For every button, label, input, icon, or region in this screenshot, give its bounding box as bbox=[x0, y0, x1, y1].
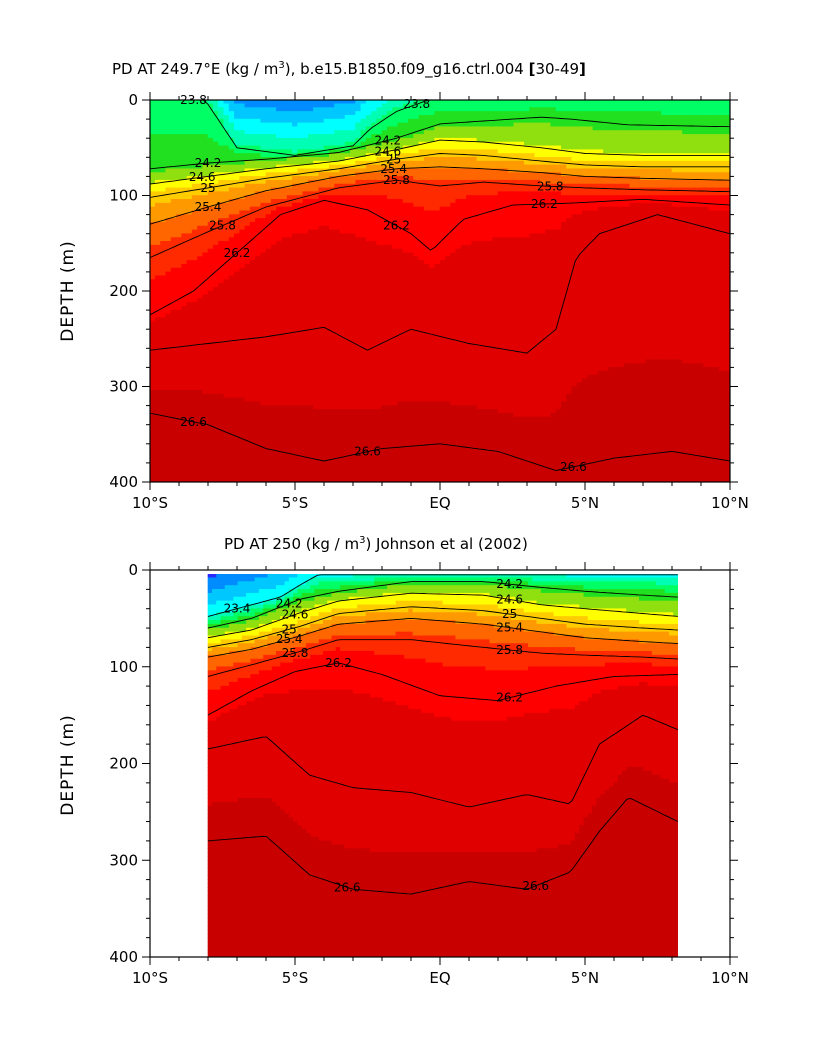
top-contour-label: 24.6 bbox=[189, 170, 216, 184]
bottom-y-tick-label: 100 bbox=[109, 658, 138, 676]
bottom-contour-label: 23.4 bbox=[224, 602, 251, 616]
bottom-isopycnal-25 bbox=[207, 606, 678, 648]
top-contour-label: 23.8 bbox=[403, 97, 430, 111]
bottom-contour-label: 26.2 bbox=[496, 691, 523, 705]
top-y-tick-label: 0 bbox=[128, 91, 138, 109]
top-isopycnal-23-8 bbox=[150, 100, 730, 156]
top-contour-label: 25.8 bbox=[209, 219, 236, 233]
top-contour-label: 25.8 bbox=[383, 173, 410, 187]
top-y-tick-label: 200 bbox=[109, 282, 138, 300]
bottom-contour-label: 25.8 bbox=[496, 643, 523, 657]
top-isopycnal-24-6 bbox=[150, 139, 730, 185]
bottom-contour-label: 25 bbox=[502, 607, 517, 621]
bottom-isopycnal-24-6 bbox=[207, 592, 678, 639]
bottom-density-field bbox=[207, 574, 678, 957]
bottom-isopycnal-25-8 bbox=[207, 639, 678, 677]
top-isopycnal-25 bbox=[150, 153, 730, 198]
bottom-contour-label: 26.6 bbox=[522, 879, 549, 893]
top-isopycnal-26-4 bbox=[150, 214, 730, 354]
axes-top: 10°S 5°S EQ 5°N 10°N 0 100 200 300 400 bbox=[109, 91, 749, 512]
top-contour-lines bbox=[150, 100, 730, 471]
top-contour-label: 26.2 bbox=[531, 197, 558, 211]
bottom-isopycnal-25-4 bbox=[207, 617, 678, 658]
bottom-contour-label: 24.6 bbox=[282, 608, 309, 622]
panel-top: PD AT 249.7°E (kg / m3), b.e15.B1850.f09… bbox=[58, 60, 749, 512]
top-y-tick-label: 400 bbox=[109, 473, 138, 491]
top-isopycnal-26-2 bbox=[150, 198, 730, 316]
bottom-isopycnal-26-6 bbox=[207, 798, 678, 895]
panel-top-title: PD AT 249.7°E (kg / m3), b.e15.B1850.f09… bbox=[112, 60, 586, 79]
top-contour-label: 24.6 bbox=[374, 144, 401, 158]
top-contour-label: 26.6 bbox=[560, 460, 587, 474]
top-contour-labels: 23.8 23.824.224.224.624.6252525.425.425.8… bbox=[180, 93, 587, 474]
y-axis-label-top: DEPTH (m) bbox=[58, 240, 78, 341]
bottom-isopycnal-26-2 bbox=[207, 662, 678, 716]
top-y-tick-label: 300 bbox=[109, 378, 138, 396]
top-isopycnal-25-4 bbox=[150, 166, 730, 225]
bottom-contour-label: 26.6 bbox=[334, 880, 361, 894]
top-contour-label: 25 bbox=[200, 181, 215, 195]
top-density-field bbox=[150, 100, 730, 482]
bottom-contour-label: 24.2 bbox=[276, 597, 303, 611]
panel-bottom: PD AT 250 (kg / m3) Johnson et al (2002)… bbox=[58, 535, 749, 987]
bottom-x-tick-label: EQ bbox=[429, 969, 450, 987]
bottom-contour-label: 25.4 bbox=[276, 632, 303, 646]
bottom-contour-lines bbox=[207, 574, 678, 895]
bottom-contour-label: 25 bbox=[282, 622, 297, 636]
top-x-tick-label: 5°S bbox=[282, 494, 309, 512]
bottom-contour-label: 25.4 bbox=[496, 621, 523, 635]
top-contour-label: 25.8 bbox=[537, 179, 564, 193]
top-contour-label: 25 bbox=[386, 153, 401, 167]
top-contour-label: 25.4 bbox=[380, 162, 407, 176]
top-contour-label: 26.2 bbox=[224, 246, 251, 260]
top-contour-label: 26.6 bbox=[354, 445, 381, 459]
bottom-contour-label: 24.6 bbox=[496, 593, 523, 607]
bottom-x-tick-label: 5°S bbox=[282, 969, 309, 987]
bottom-y-tick-label: 400 bbox=[109, 948, 138, 966]
y-axis-label-bottom: DEPTH (m) bbox=[58, 714, 78, 815]
plot-area-top: 23.8 23.824.224.224.624.6252525.425.425.8… bbox=[150, 93, 730, 482]
top-contour-label: 25.4 bbox=[195, 200, 222, 214]
bottom-isopycnal-23-4 bbox=[207, 574, 678, 617]
top-contour-label: 24.2 bbox=[195, 156, 222, 170]
top-x-tick-label: 10°N bbox=[711, 494, 749, 512]
bottom-isopycnal-26-4 bbox=[207, 714, 678, 808]
bottom-isopycnal-24-2 bbox=[207, 581, 678, 629]
bottom-contour-label: 25.8 bbox=[282, 646, 309, 660]
bottom-y-tick-label: 200 bbox=[109, 755, 138, 773]
top-x-tick-label: 5°N bbox=[571, 494, 599, 512]
top-y-tick-label: 100 bbox=[109, 187, 138, 205]
top-contour-label: 24.2 bbox=[374, 133, 401, 147]
panel-bottom-title: PD AT 250 (kg / m3) Johnson et al (2002) bbox=[224, 535, 528, 553]
bottom-contour-label: 24.2 bbox=[496, 577, 523, 591]
top-isopycnal-26-6 bbox=[150, 412, 730, 471]
bottom-y-tick-label: 300 bbox=[109, 851, 138, 869]
top-x-tick-label: 10°S bbox=[132, 494, 168, 512]
bottom-x-tick-label: 10°N bbox=[711, 969, 749, 987]
bottom-x-tick-label: 10°S bbox=[132, 969, 168, 987]
top-isopycnal-25-8 bbox=[150, 179, 730, 259]
top-contour-label: 26.6 bbox=[180, 415, 207, 429]
bottom-x-tick-label: 5°N bbox=[571, 969, 599, 987]
top-x-tick-label: EQ bbox=[429, 494, 450, 512]
top-contour-label: 26.2 bbox=[383, 219, 410, 233]
bottom-y-tick-label: 0 bbox=[128, 561, 138, 579]
bottom-contour-label: 26.2 bbox=[325, 656, 352, 670]
axes-bottom: 10°S 5°S EQ 5°N 10°N 0 100 200 300 400 bbox=[109, 561, 749, 987]
top-isopycnal-24-2 bbox=[150, 116, 730, 170]
